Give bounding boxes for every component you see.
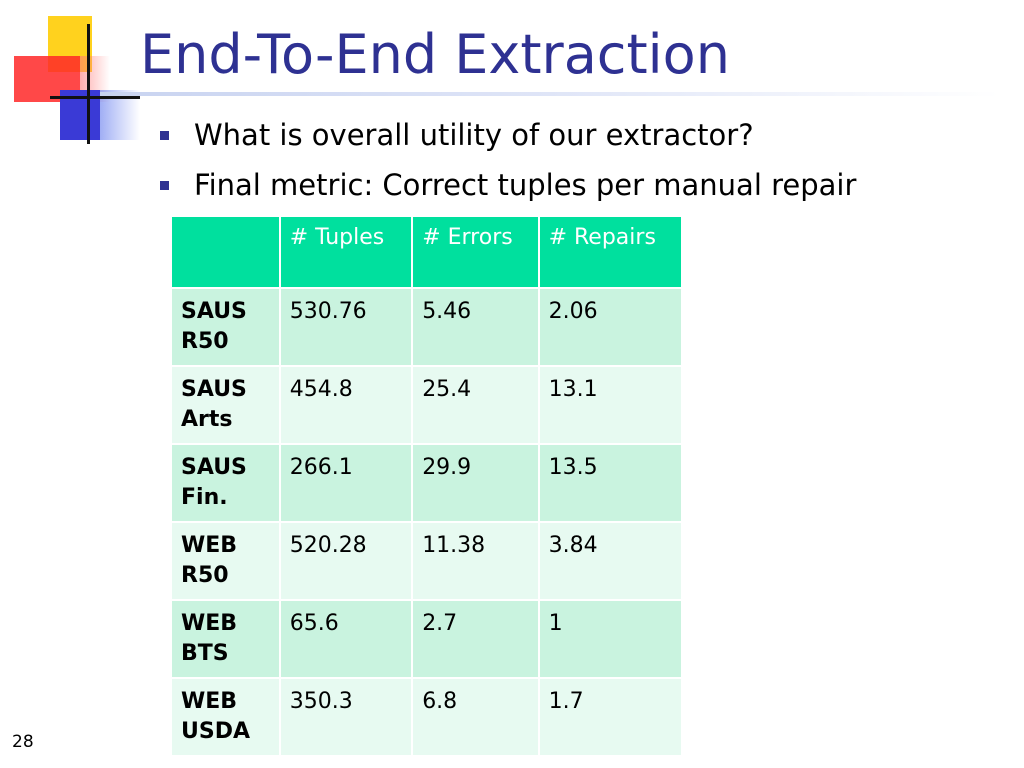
bullet-text: What is overall utility of our extractor…: [194, 118, 754, 152]
title-underline: [100, 92, 1000, 96]
cell-repairs: 3.84: [537, 521, 684, 601]
table-row: WEB R50 520.28 11.38 3.84: [170, 521, 684, 601]
cell-repairs: 1.7: [537, 677, 684, 757]
decorative-logo: [0, 0, 160, 150]
cell-tuples: 454.8: [278, 365, 414, 445]
cell-errors: 25.4: [411, 365, 540, 445]
header-cell-empty: [170, 215, 281, 289]
logo-horizontal-line: [50, 96, 140, 99]
row-label: SAUS Fin.: [170, 443, 281, 523]
row-label: WEB R50: [170, 521, 281, 601]
table-row: SAUS Arts 454.8 25.4 13.1: [170, 365, 684, 445]
header-cell-tuples: # Tuples: [278, 215, 414, 289]
row-label: WEB USDA: [170, 677, 281, 757]
cell-repairs: 13.1: [537, 365, 684, 445]
header-cell-repairs: # Repairs: [537, 215, 684, 289]
cell-errors: 5.46: [411, 287, 540, 367]
bullet-item: What is overall utility of our extractor…: [160, 110, 856, 160]
results-table: # Tuples # Errors # Repairs SAUS R50 530…: [170, 215, 684, 757]
logo-vertical-line: [87, 24, 90, 144]
cell-tuples: 65.6: [278, 599, 414, 679]
table-row: WEB BTS 65.6 2.7 1: [170, 599, 684, 679]
cell-tuples: 520.28: [278, 521, 414, 601]
bullet-text: Final metric: Correct tuples per manual …: [194, 168, 857, 202]
table-header-row: # Tuples # Errors # Repairs: [170, 215, 684, 289]
table-row: SAUS Fin. 266.1 29.9 13.5: [170, 443, 684, 523]
cell-errors: 11.38: [411, 521, 540, 601]
cell-repairs: 1: [537, 599, 684, 679]
bullet-list: What is overall utility of our extractor…: [160, 110, 856, 210]
cell-errors: 29.9: [411, 443, 540, 523]
bullet-square-icon: [160, 131, 169, 140]
header-cell-errors: # Errors: [411, 215, 540, 289]
row-label: SAUS R50: [170, 287, 281, 367]
row-label: SAUS Arts: [170, 365, 281, 445]
table-row: WEB USDA 350.3 6.8 1.7: [170, 677, 684, 757]
cell-tuples: 350.3: [278, 677, 414, 757]
cell-tuples: 530.76: [278, 287, 414, 367]
cell-repairs: 13.5: [537, 443, 684, 523]
slide-number: 28: [12, 732, 34, 752]
table-row: SAUS R50 530.76 5.46 2.06: [170, 287, 684, 367]
cell-errors: 2.7: [411, 599, 540, 679]
row-label: WEB BTS: [170, 599, 281, 679]
cell-repairs: 2.06: [537, 287, 684, 367]
bullet-item: Final metric: Correct tuples per manual …: [160, 160, 856, 210]
slide-title: End-To-End Extraction: [140, 23, 730, 86]
bullet-square-icon: [160, 181, 169, 190]
cell-errors: 6.8: [411, 677, 540, 757]
cell-tuples: 266.1: [278, 443, 414, 523]
